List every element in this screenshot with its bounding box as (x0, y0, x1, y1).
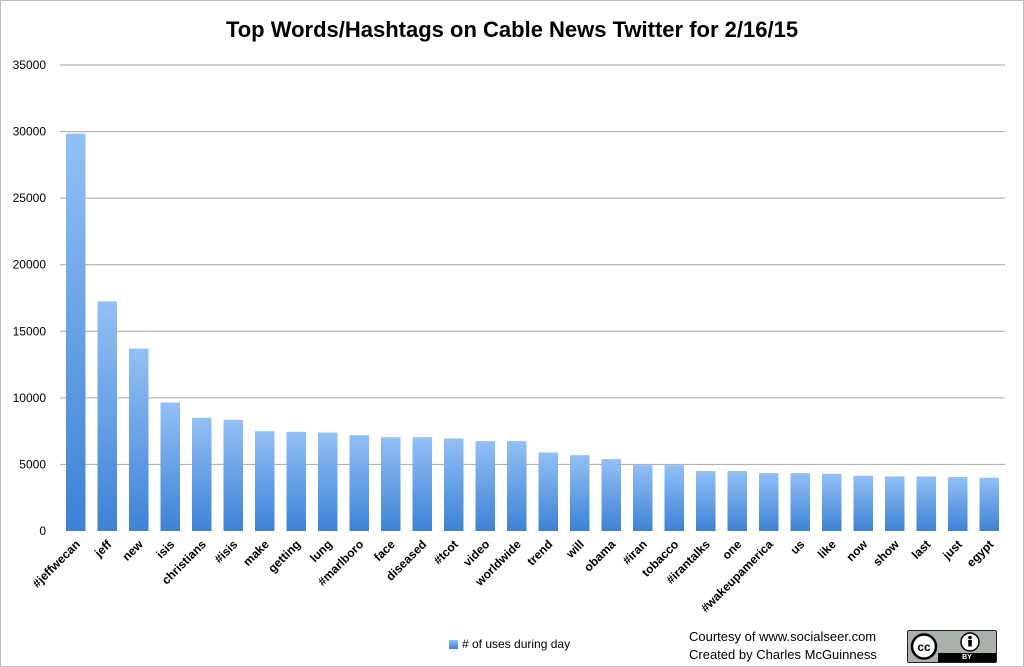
credit-line-author: Created by Charles McGuinness (689, 647, 877, 662)
x-tick-label: trend (524, 537, 555, 568)
x-tick-label: isis (153, 537, 177, 561)
credits: Courtesy of www.socialseer.com Created b… (689, 628, 877, 664)
x-tick-label: new (119, 537, 146, 564)
bar-like (822, 473, 842, 531)
bar-hash-jeffwecan (66, 133, 86, 531)
bar-egypt (979, 477, 999, 531)
svg-text:cc: cc (917, 640, 931, 654)
x-tick-label: #isis (212, 537, 241, 566)
bars (66, 133, 999, 531)
x-tick-label: #jeffwecan (30, 537, 83, 590)
bar-getting (286, 431, 306, 531)
x-tick-label: just (939, 537, 965, 563)
bar-lung (318, 432, 338, 531)
y-tick-label: 10000 (13, 391, 47, 405)
creative-commons-icon: cc (910, 633, 938, 660)
chart-title: Top Words/Hashtags on Cable News Twitter… (225, 17, 799, 42)
bar-last (916, 476, 936, 531)
y-tick-label: 30000 (13, 125, 47, 139)
x-tick-label: lung (307, 537, 335, 565)
x-tick-label: egypt (964, 537, 997, 570)
bar-obama (601, 459, 621, 531)
bar-isis (160, 402, 180, 531)
bar-worldwide (507, 441, 527, 531)
x-tick-label: us (788, 537, 808, 557)
grid-lines (60, 64, 1005, 465)
bar-face (381, 437, 401, 531)
legend-label: # of uses during day (462, 637, 571, 651)
x-tick-label: face (371, 537, 398, 564)
x-tick-label: getting (265, 537, 303, 575)
bar-hash-irantalks (696, 471, 716, 531)
x-tick-label: one (719, 537, 744, 562)
bar-video (475, 441, 495, 531)
y-tick-label: 5000 (19, 457, 46, 471)
x-tick-label: like (815, 537, 839, 561)
bar-diseased (412, 437, 432, 531)
bar-one (727, 471, 747, 531)
credit-line-courtesy: Courtesy of www.socialseer.com (689, 629, 877, 644)
bar-trend (538, 452, 558, 531)
bar-hash-tcot (444, 438, 464, 531)
y-tick-label: 25000 (13, 191, 47, 205)
x-tick-label: #tcot (431, 537, 461, 567)
legend-swatch (449, 639, 458, 649)
x-tick-label: last (909, 537, 934, 562)
bar-hash-marlboro (349, 435, 369, 531)
y-tick-label: 35000 (13, 58, 47, 72)
y-tick-label: 20000 (13, 258, 47, 272)
bar-hash-iran (633, 465, 653, 531)
bar-make (255, 431, 275, 531)
x-tick-label: now (844, 537, 871, 564)
cc-license-badge: cc BY (907, 630, 997, 663)
x-tick-label: show (870, 537, 902, 569)
cc-by-label: BY (938, 653, 996, 662)
bar-new (129, 348, 149, 531)
bar-hash-isis (223, 419, 243, 531)
y-axis-ticks: 0 5000 10000 15000 20000 25000 30000 35000 (13, 58, 47, 538)
bar-now (853, 475, 873, 531)
x-tick-label: obama (581, 537, 618, 574)
y-tick-label: 15000 (13, 324, 47, 338)
bar-christians (192, 417, 212, 531)
attribution-person-icon (960, 632, 980, 652)
bar-just (948, 477, 968, 531)
bar-show (885, 476, 905, 531)
bar-hash-wakeupamerica (759, 473, 779, 531)
legend: # of uses during day (449, 637, 570, 651)
x-tick-label: jeff (91, 537, 115, 561)
bar-will (570, 455, 590, 531)
bar-jeff (97, 301, 117, 531)
y-tick-label: 0 (39, 524, 46, 538)
cc-attribution-panel (944, 631, 996, 662)
x-tick-label: will (563, 537, 587, 561)
bar-us (790, 473, 810, 531)
bar-tobacco (664, 465, 684, 531)
